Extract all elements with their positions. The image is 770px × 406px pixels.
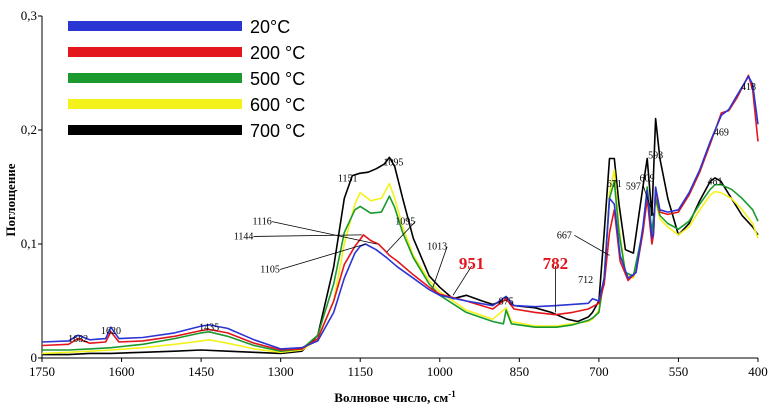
y-tick-label: 0,2 <box>21 122 37 137</box>
peak-label: 671 <box>607 179 622 190</box>
peak-label: 1144 <box>234 231 254 242</box>
annotation-leader <box>452 265 472 296</box>
series-line-3 <box>42 180 759 352</box>
annotation-leader <box>432 246 448 288</box>
y-tick-label: 0,3 <box>21 8 37 23</box>
peak-label: 1095 <box>383 157 403 168</box>
peak-label: 418 <box>741 82 756 93</box>
peak-label: 1620 <box>101 326 121 337</box>
peak-label: 593 <box>648 151 663 162</box>
annotation-leader <box>642 186 654 216</box>
legend-swatch <box>68 21 242 31</box>
legend-swatch <box>68 73 242 83</box>
legend-label: 200 °C <box>250 43 305 63</box>
x-tick-label: 1600 <box>109 364 135 379</box>
legend-label: 600 °C <box>250 95 305 115</box>
x-tick-label: 850 <box>510 364 530 379</box>
series-line-4 <box>41 169 759 355</box>
x-tick-label: 1300 <box>268 364 294 379</box>
peak-label: 712 <box>578 275 593 286</box>
peak-label: 1095 <box>395 217 415 228</box>
annotations-group: 1682 1620 1435 1151 1095 1116 1144 1105 1095 1013… <box>68 82 756 345</box>
legend-swatch <box>68 125 242 135</box>
peak-label: 951 <box>459 254 485 273</box>
x-tick-label: 700 <box>589 364 609 379</box>
annotation-leader <box>253 234 362 237</box>
series-group <box>41 74 759 356</box>
x-axis-title-sup: -1 <box>448 389 456 399</box>
legend-label: 700 °C <box>250 121 305 141</box>
annotation-leader <box>574 234 610 256</box>
peak-label: 1105 <box>260 265 280 276</box>
legend-swatch <box>68 99 242 109</box>
annotation-leader <box>279 243 366 270</box>
legend-swatch <box>68 47 242 57</box>
peak-label: 1682 <box>68 334 88 345</box>
x-tick-label: 400 <box>748 364 768 379</box>
y-tick-label: 0,1 <box>21 236 37 251</box>
peak-label: 1116 <box>252 217 271 228</box>
peak-label: 667 <box>557 230 572 241</box>
annotation-leader <box>386 221 416 253</box>
axes: 1750 1600 1450 1300 1150 1000 850 700 550 400 0 0,1… <box>21 8 768 379</box>
x-axis-title: Волновое число, см-1 <box>334 389 456 405</box>
x-axis-title-text: Волновое число, см <box>334 390 448 405</box>
peak-label: 481 <box>708 177 723 188</box>
peak-label: 597 <box>626 181 641 192</box>
x-tick-label: 550 <box>669 364 689 379</box>
peak-label: 1435 <box>199 323 219 334</box>
x-tick-label: 1450 <box>188 364 214 379</box>
peak-label: 782 <box>543 254 569 273</box>
annotation-leader <box>272 221 377 245</box>
peak-label: 1013 <box>427 242 447 253</box>
legend-label: 20°C <box>250 17 290 37</box>
series-line-2 <box>41 74 759 351</box>
peak-label: 875 <box>499 296 514 307</box>
y-axis-title: Поглощение <box>3 163 18 236</box>
legend-label: 500 °C <box>250 69 305 89</box>
legend: 20°C 200 °C 500 °C 600 °C 700 °C <box>68 17 305 141</box>
y-tick-label: 0 <box>31 350 38 365</box>
series-line-1 <box>41 75 759 350</box>
x-tick-label: 1750 <box>29 364 55 379</box>
peak-label: 609 <box>640 173 655 184</box>
peak-label: 1151 <box>338 173 358 184</box>
x-tick-label: 1000 <box>427 364 453 379</box>
peak-label: 469 <box>714 128 729 139</box>
x-tick-label: 1150 <box>347 364 373 379</box>
